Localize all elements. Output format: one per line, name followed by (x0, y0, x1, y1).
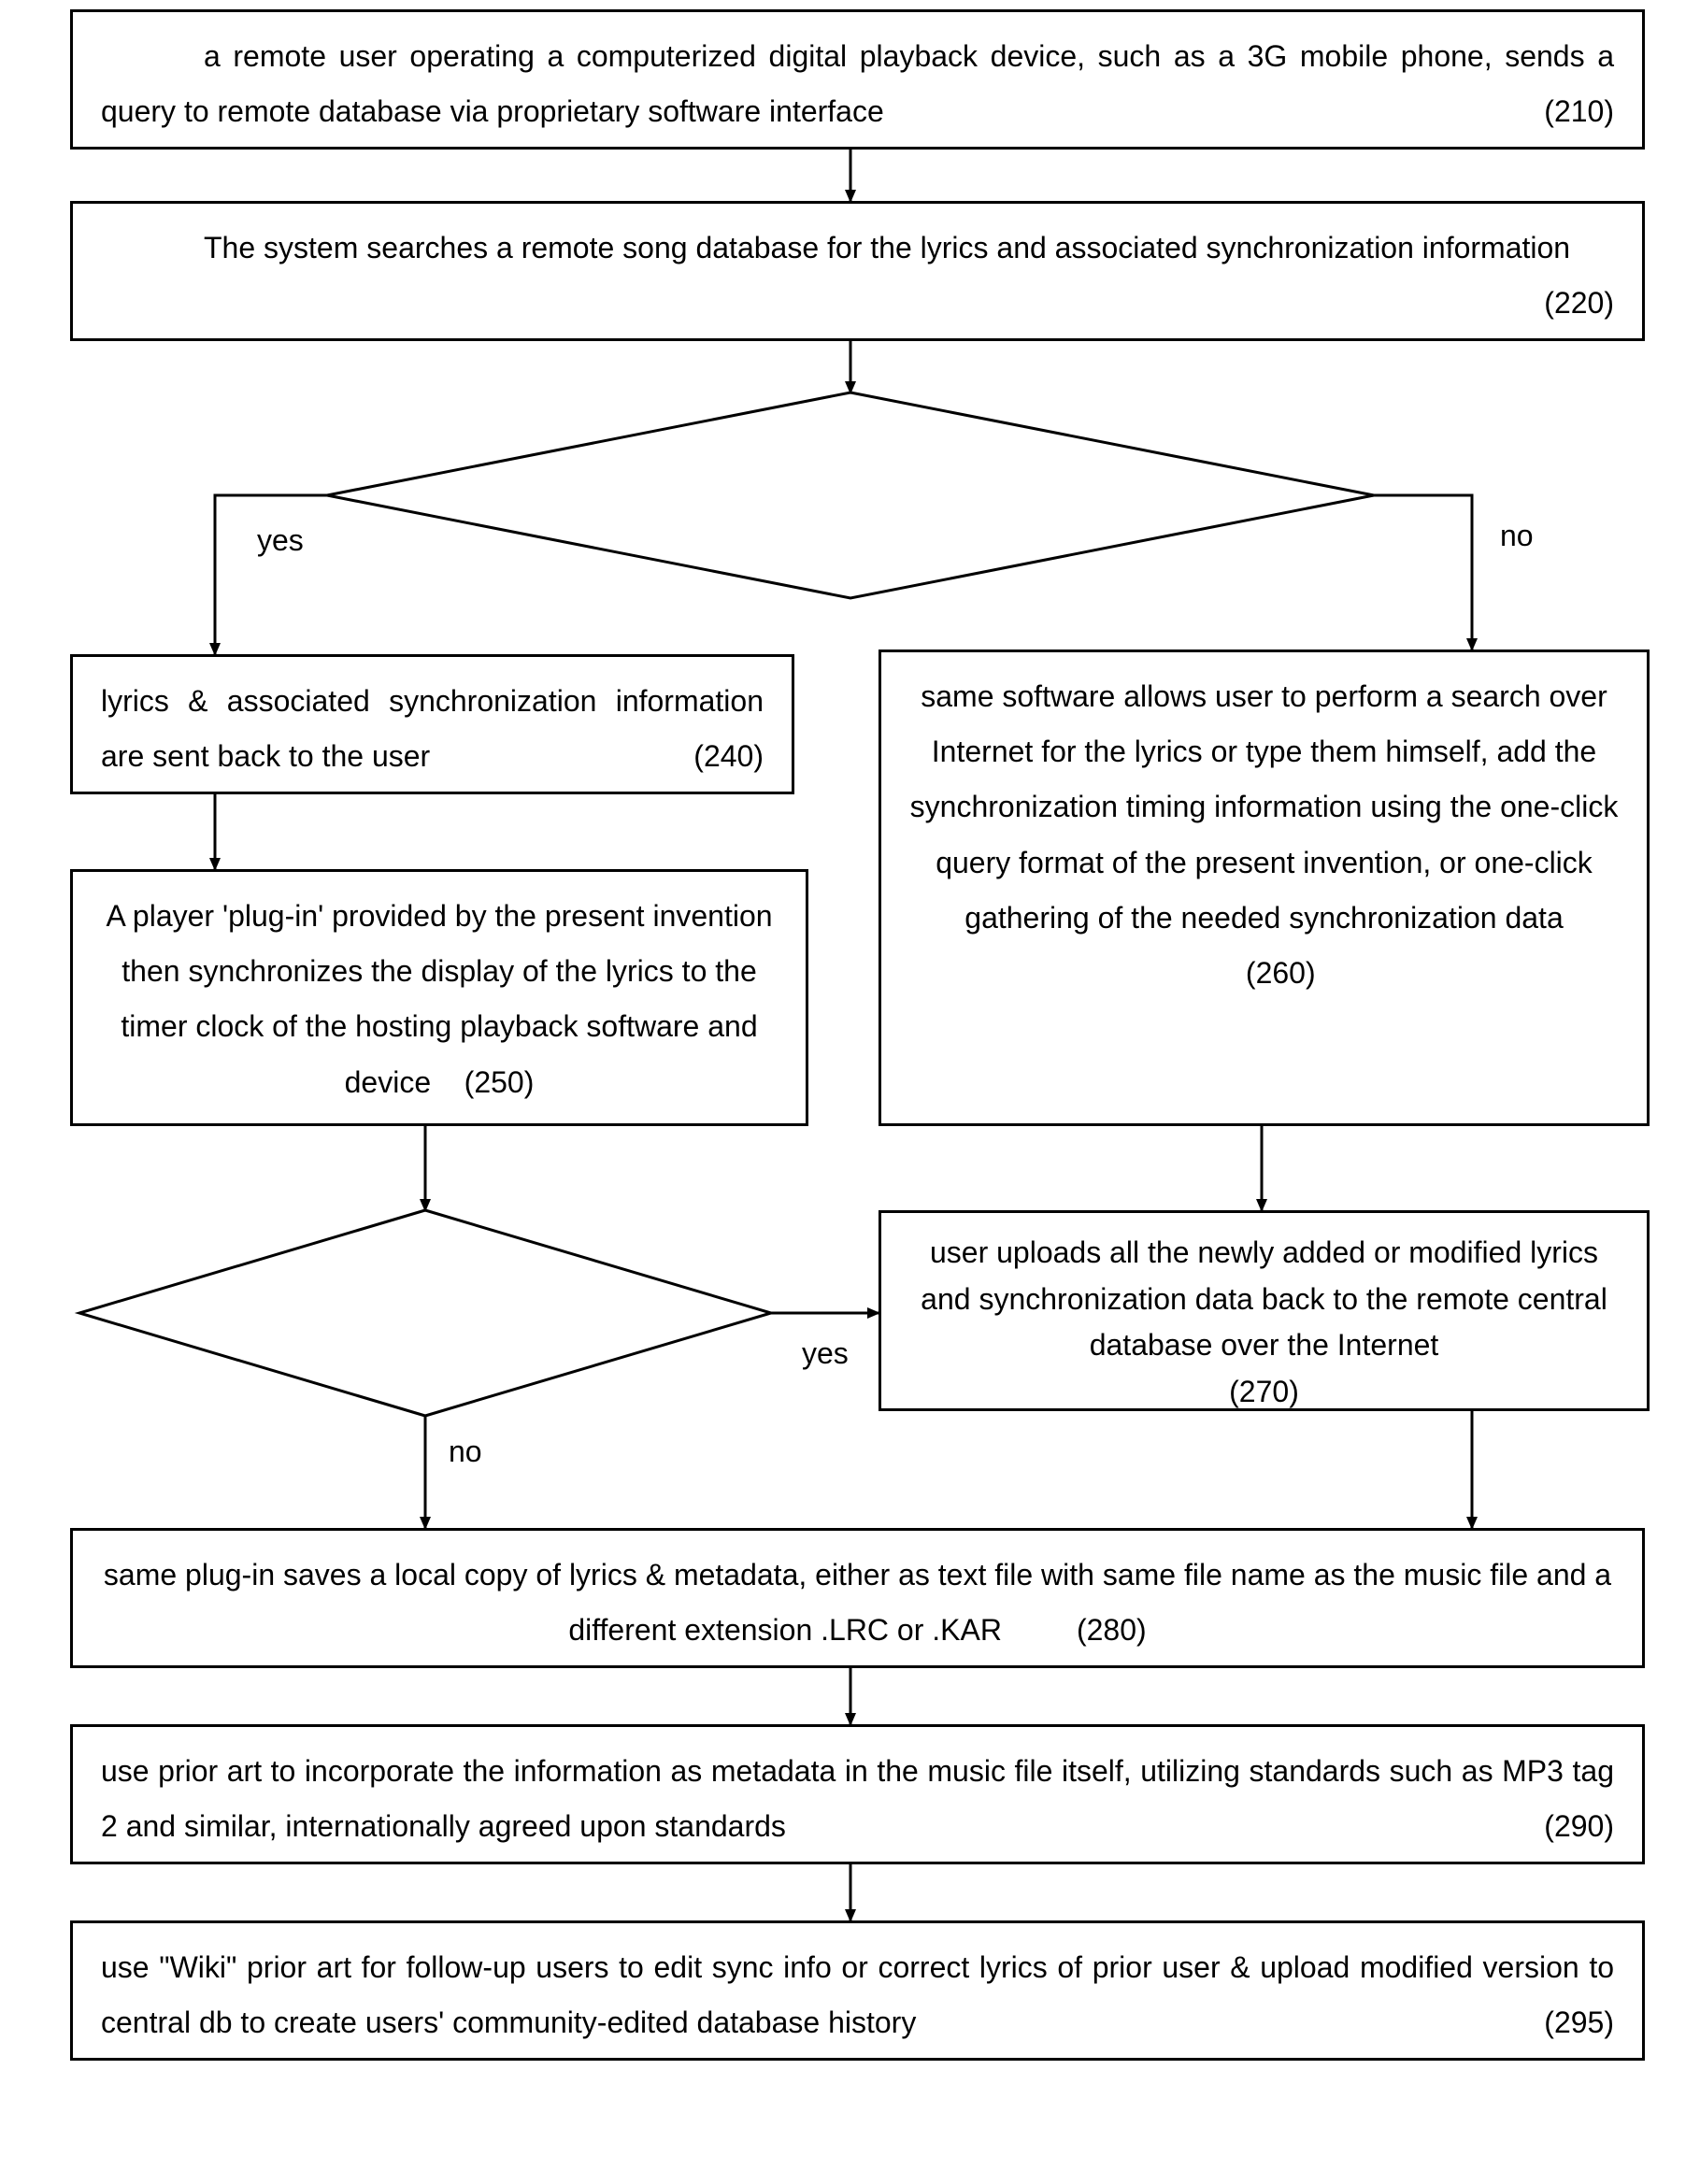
node-250-ref: (250) (464, 1065, 535, 1099)
node-270: user uploads all the newly added or modi… (879, 1210, 1650, 1411)
node-220-ref: (220) (1544, 276, 1614, 331)
edge-label-no-255: no (449, 1435, 482, 1469)
node-290: use prior art to incorporate the informa… (70, 1724, 1645, 1864)
edge-label-no-230: no (1500, 519, 1534, 553)
node-280: same plug-in saves a local copy of lyric… (70, 1528, 1645, 1668)
node-250: A player 'plug-in' provided by the prese… (70, 869, 808, 1126)
node-260-text: same software allows user to perform a s… (910, 679, 1619, 935)
node-295-ref: (295) (1544, 1995, 1614, 2050)
node-255-ref: (255) (391, 1328, 461, 1362)
node-290-text: use prior art to incorporate the informa… (101, 1754, 1614, 1843)
edge-label-yes-230: yes (257, 523, 304, 558)
node-220-text: The system searches a remote song databa… (204, 231, 1570, 264)
node-260-ref: (260) (1246, 956, 1316, 990)
node-255-label: sync timing OK? (255) (238, 1276, 612, 1368)
node-210-text: a remote user operating a computerized d… (101, 39, 1614, 128)
node-295-text: use "Wiki" prior art for follow-up users… (101, 1950, 1614, 2039)
edge-230-240 (215, 495, 327, 654)
node-290-ref: (290) (1544, 1799, 1614, 1854)
node-280-ref: (280) (1077, 1613, 1147, 1647)
node-230-ref: (230) (816, 510, 886, 544)
node-270-text: user uploads all the newly added or modi… (921, 1235, 1607, 1362)
node-240-text: lyrics & associated synchronization info… (101, 684, 764, 773)
node-250-text: A player 'plug-in' provided by the prese… (106, 899, 772, 1099)
node-210: a remote user operating a computerized d… (70, 9, 1645, 150)
flowchart-canvas: a remote user operating a computerized d… (0, 0, 1700, 2184)
edge-label-yes-255: yes (802, 1336, 849, 1371)
node-230-diamond (327, 393, 1374, 598)
node-240-ref: (240) (693, 729, 764, 784)
node-230-label: Are the lyrics found? (230) (589, 458, 1112, 550)
node-220: The system searches a remote song databa… (70, 201, 1645, 341)
edge-230-260 (1374, 495, 1472, 649)
node-280-text: same plug-in saves a local copy of lyric… (104, 1558, 1611, 1647)
node-295: use "Wiki" prior art for follow-up users… (70, 1920, 1645, 2061)
node-210-ref: (210) (1544, 84, 1614, 139)
node-260: same software allows user to perform a s… (879, 649, 1650, 1126)
node-255-text: sync timing OK? (317, 1281, 535, 1315)
node-240: lyrics & associated synchronization info… (70, 654, 794, 794)
node-230-text: Are the lyrics found? (714, 464, 987, 497)
node-270-ref: (270) (1229, 1375, 1299, 1408)
node-255-diamond (79, 1210, 771, 1416)
